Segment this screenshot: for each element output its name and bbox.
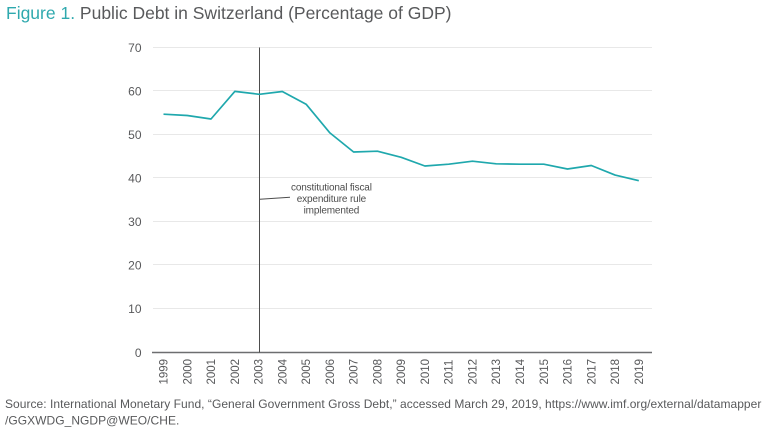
- svg-text:1999: 1999: [159, 359, 171, 385]
- svg-text:2015: 2015: [539, 359, 551, 385]
- svg-text:50: 50: [128, 128, 142, 142]
- svg-text:2004: 2004: [277, 358, 289, 384]
- svg-text:20: 20: [128, 259, 142, 273]
- svg-text:2011: 2011: [444, 360, 456, 385]
- svg-text:expenditure rule: expenditure rule: [297, 194, 367, 205]
- svg-text:implemented: implemented: [304, 206, 360, 217]
- svg-text:2000: 2000: [182, 359, 194, 385]
- svg-text:2005: 2005: [301, 359, 313, 385]
- svg-text:70: 70: [128, 41, 142, 55]
- svg-text:2003: 2003: [254, 359, 266, 385]
- svg-text:/GGXWDG_NGDP@WEO/CHE.: /GGXWDG_NGDP@WEO/CHE.: [5, 414, 179, 428]
- svg-text:2002: 2002: [230, 359, 242, 385]
- svg-text:2019: 2019: [634, 359, 646, 385]
- svg-text:30: 30: [128, 215, 142, 229]
- svg-text:2008: 2008: [372, 359, 384, 385]
- svg-text:2009: 2009: [396, 359, 408, 385]
- svg-text:2012: 2012: [468, 359, 480, 385]
- svg-text:0: 0: [135, 346, 142, 360]
- svg-text:2013: 2013: [491, 359, 503, 385]
- svg-text:2014: 2014: [515, 358, 527, 384]
- svg-text:2006: 2006: [325, 359, 337, 385]
- svg-text:10: 10: [128, 302, 142, 316]
- svg-text:2010: 2010: [420, 359, 432, 385]
- svg-text:Figure 1. Public Debt in Switz: Figure 1. Public Debt in Switzerland (Pe…: [6, 3, 451, 23]
- svg-text:constitutional fiscal: constitutional fiscal: [291, 183, 372, 194]
- svg-text:2017: 2017: [586, 359, 598, 385]
- svg-text:2001: 2001: [206, 359, 218, 385]
- svg-text:2016: 2016: [563, 359, 575, 385]
- svg-text:40: 40: [128, 172, 142, 186]
- svg-text:2018: 2018: [610, 359, 622, 385]
- svg-text:60: 60: [128, 85, 142, 99]
- svg-text:Source: International Monetary: Source: International Monetary Fund, “Ge…: [5, 397, 761, 411]
- svg-text:2007: 2007: [349, 359, 361, 385]
